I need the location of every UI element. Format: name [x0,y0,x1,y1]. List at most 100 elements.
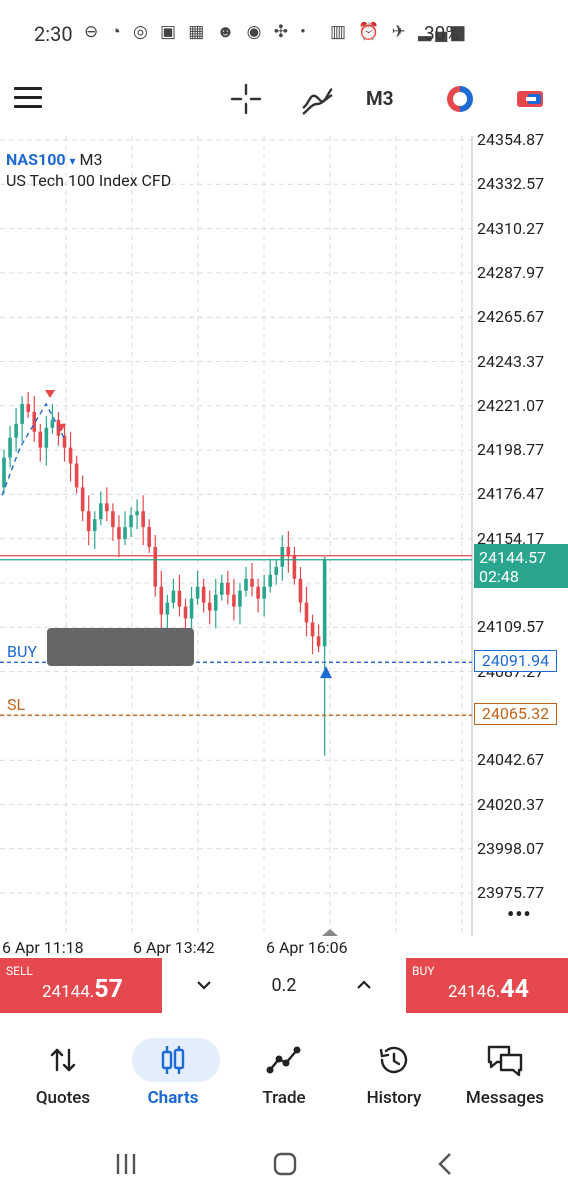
candle-body [232,594,236,607]
timeframe-button[interactable]: M3 [366,87,394,110]
candle-body [135,511,139,516]
candle-body [238,590,242,607]
buy-label: BUY [412,964,435,978]
oneclick-trading-icon[interactable] [444,83,476,115]
candles [2,392,327,756]
candle-body [220,582,224,595]
sell-button[interactable]: SELL 24144.57 [0,958,162,1013]
price-tick-label: 24176.47 [477,484,545,504]
candle-body [141,511,145,528]
sell-price-pips: 57 [94,975,123,1004]
candle-body [183,606,188,619]
candle-body [207,602,212,611]
candle-body [129,515,133,528]
candle-body [2,457,6,488]
candle-body [105,503,109,512]
price-tick-label: 24198.77 [477,440,545,460]
candle-body [147,527,151,547]
candle-body [20,403,24,424]
redacted-overlay [47,628,194,666]
candle-body [244,578,248,591]
chart-toolbar: M3 [0,70,568,128]
candle-body [177,590,182,607]
candle-body [32,411,37,432]
nav-quotes[interactable]: Quotes [6,1030,120,1120]
price-tick-label: 24109.57 [477,617,545,637]
buy-position-label[interactable]: BUY [7,642,37,661]
candle-body [195,586,200,599]
symbol-caret-icon[interactable]: ▾ [69,154,76,168]
candle-body [171,590,176,603]
candle-body [80,487,85,512]
candle-body [123,527,127,540]
price-tick-label: 24020.37 [477,794,545,814]
nav-history-label: History [366,1088,422,1108]
messages-icon [487,1045,523,1076]
candle-body [44,427,49,448]
nav-messages[interactable]: Messages [448,1030,562,1120]
trade-bar: SELL 24144.57 0.2 BUY 24146.44 [0,958,568,1013]
indicator-icon[interactable] [300,82,334,116]
back-icon[interactable] [438,1153,451,1175]
crosshair-icon[interactable] [230,83,262,115]
nav-trade[interactable]: Trade [227,1030,341,1120]
quotes-icon [50,1048,76,1072]
menu-icon[interactable] [14,87,42,111]
symbol-description: US Tech 100 Index CFD [6,171,172,190]
stop-loss-label[interactable]: SL [7,695,26,714]
more-options-icon[interactable]: ••• [507,902,532,926]
system-navigation-bar [116,1152,451,1176]
bar-timer: 02:48 [479,567,519,586]
candle-body [14,423,18,438]
bottom-navigation: Quotes Charts Trade History [0,1030,568,1120]
nav-charts[interactable]: Charts [116,1030,230,1120]
volume-decrease-chevron-down-icon[interactable] [192,973,216,997]
recent-apps-icon[interactable] [116,1154,136,1174]
trade-icon [266,1046,301,1074]
candle-body [256,586,260,599]
symbol-name[interactable]: NAS100 [6,150,66,169]
charts-icon [161,1046,185,1074]
buy-arrow-icon [320,666,332,679]
nav-history[interactable]: History [337,1030,451,1120]
price-tick-label: 24042.67 [477,750,545,770]
candle-body [226,582,230,595]
buy-price-tag[interactable]: 24091.94 [474,650,557,672]
candle-body [304,602,309,623]
buy-button[interactable]: BUY 24146.44 [406,958,568,1013]
notification-icons: ⊖ ◔ ◎ ▣ ▦ ☻ ◉ ✣ • [84,22,310,42]
candle-body [99,503,103,520]
sell-price: 24144.57 [42,975,123,1004]
price-tick-label: 24310.27 [477,218,545,238]
home-icon[interactable] [273,1152,297,1176]
price-tick-label: 24243.37 [477,351,545,371]
candle-body [201,586,206,603]
system-status-icons: ▥ ⏰ ✈ ▂▄▆ [330,22,469,42]
price-tick-label: 23998.07 [477,838,545,858]
candle-body [8,437,12,458]
candle-body [292,554,297,579]
nav-messages-label: Messages [465,1088,545,1108]
candle-body [280,546,285,567]
candle-body [74,463,79,488]
candle-body [250,578,254,587]
candle-body [92,519,97,532]
bid-price: 24144.57 [479,548,547,567]
volume-increase-chevron-up-icon[interactable] [352,973,376,997]
new-order-icon[interactable] [514,83,546,115]
candle-body [316,636,321,647]
candle-body [111,511,115,528]
candle-body [165,602,170,615]
battery-level: 30% [424,22,460,45]
symbol-header[interactable]: NAS100 ▾ M3 [6,150,103,169]
candle-body [298,578,303,603]
price-tick-label: 24265.67 [477,307,545,327]
time-tick-label: 6 Apr 13:42 [133,938,215,957]
candle-body [86,511,91,532]
buy-price-main: 24146. [448,982,501,1002]
sell-price-main: 24144. [42,982,95,1002]
volume-value[interactable]: 0.2 [271,975,297,996]
candle-body [286,546,291,555]
price-chart[interactable] [0,136,568,958]
sl-price-tag[interactable]: 24065.32 [474,703,557,725]
